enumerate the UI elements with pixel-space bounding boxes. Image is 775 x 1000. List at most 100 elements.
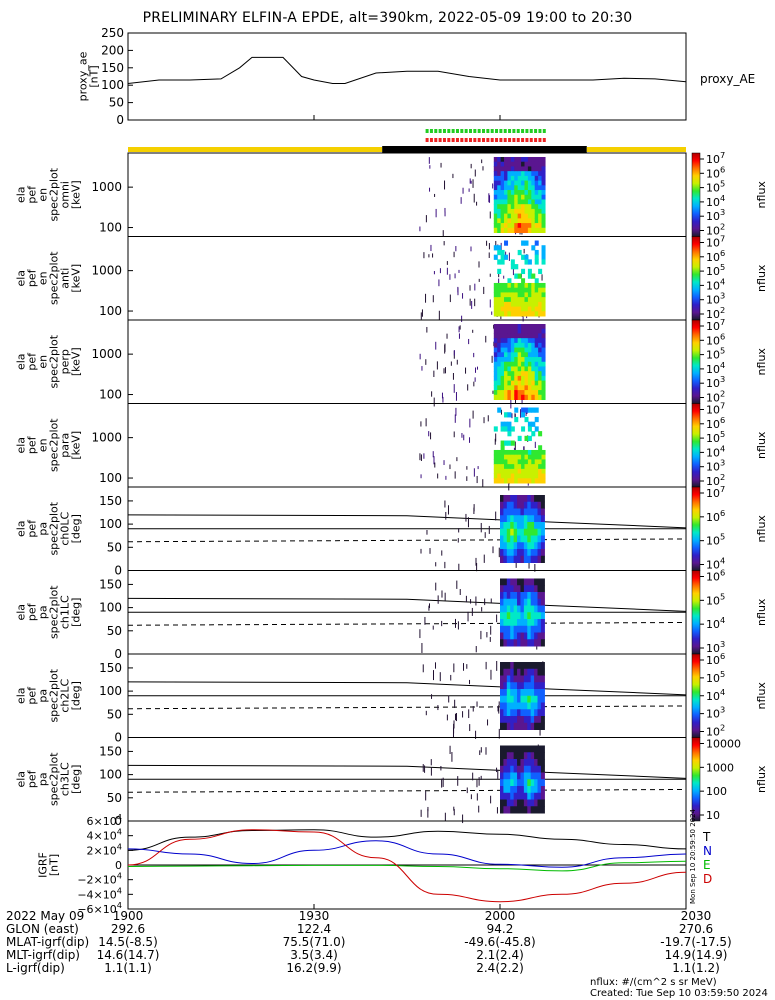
spectrogram-cell — [531, 306, 536, 312]
pa-cell — [527, 662, 532, 670]
pa-cell — [506, 619, 511, 627]
pa-stick — [476, 701, 478, 707]
spectrogram-stick — [468, 188, 470, 192]
spectrogram-cell — [517, 459, 522, 465]
spectrogram-cell — [521, 208, 526, 215]
side-stamp-group: Mon Sep 10 20:59:50 2024 — [689, 808, 697, 904]
pa-cell — [513, 501, 518, 509]
spectrogram-cell — [538, 218, 543, 224]
ylabel-line: ela — [15, 520, 28, 537]
spectrogram-cell — [527, 478, 532, 484]
spectrogram-stick — [474, 169, 476, 177]
colorbar-tick-label: 102 — [706, 723, 725, 739]
panel-frame — [127, 152, 687, 237]
science-flag-green — [442, 129, 446, 133]
pa-cell — [510, 759, 515, 767]
spectrogram-cell — [514, 282, 519, 289]
ytick-label: 100 — [99, 471, 122, 485]
spectrogram-cell — [507, 161, 512, 167]
ylabel-line: pa — [37, 522, 50, 536]
pa-cell — [530, 619, 535, 627]
pa-cell — [520, 585, 525, 593]
spectrogram-cell — [531, 333, 536, 339]
spectrogram-cell — [517, 324, 522, 330]
spectrogram-cell — [538, 268, 543, 275]
spectrogram-cell — [493, 459, 498, 465]
pa-stick — [476, 562, 478, 572]
spectrogram-cell — [521, 478, 526, 484]
spectrogram-cell — [493, 468, 498, 475]
spectrogram-cell — [538, 464, 543, 470]
spectrogram-cell — [527, 473, 532, 479]
spectrogram-cell — [497, 385, 502, 391]
spectrogram-cell — [514, 478, 519, 484]
spectrogram-cell — [531, 390, 536, 396]
spectrogram-cell — [514, 223, 519, 229]
spectrogram-cell — [534, 478, 539, 484]
spectrogram-cell — [531, 287, 536, 293]
spectrogram-cell — [527, 375, 532, 382]
pa-cell — [513, 702, 518, 710]
spectrogram-cell — [527, 459, 532, 465]
spectrogram-cell — [493, 311, 498, 317]
spectrogram-cell — [531, 459, 536, 465]
spectrogram-cell — [531, 245, 536, 251]
spectrogram-cell — [538, 357, 543, 363]
pa-cell — [506, 779, 511, 787]
spectrogram-stick — [469, 298, 471, 306]
colorbar-tick-label: 103 — [706, 458, 725, 474]
spectrogram-cell — [521, 464, 526, 470]
spectrogram-cell — [514, 190, 519, 196]
pa-cell — [537, 786, 542, 794]
spectrogram-stick — [420, 454, 422, 461]
spectrogram-cell — [524, 468, 529, 475]
spectrogram-cell — [517, 352, 522, 358]
pa-cell — [530, 759, 535, 767]
spectrogram-stick — [505, 251, 507, 257]
pa-cell — [530, 612, 535, 620]
spectrogram-cell — [500, 223, 505, 229]
spectrogram-stick — [463, 434, 465, 441]
colorbar-tick-label: 107 — [706, 150, 725, 166]
spectrogram-cell — [500, 390, 505, 396]
spectrogram-cell — [538, 223, 543, 229]
pa-cell — [530, 495, 535, 503]
pa-cell — [517, 722, 522, 730]
spectrogram-stick — [455, 392, 457, 401]
pa-stick — [444, 812, 446, 821]
pa-stick — [467, 517, 469, 528]
spectrogram-stick — [419, 453, 421, 461]
spectrogram-cell — [521, 333, 526, 339]
pa-cell — [534, 501, 539, 509]
spectrogram-cell — [507, 223, 512, 229]
pa-cell — [540, 792, 545, 800]
spectrogram-stick — [470, 163, 472, 169]
spectrogram-cell — [497, 268, 502, 275]
spectrogram-cell — [534, 324, 539, 330]
pa-cell — [523, 605, 528, 613]
spectrogram-stick — [455, 407, 457, 416]
spectrogram-cell — [527, 227, 532, 233]
spectrogram-stick — [444, 180, 446, 190]
spectrogram-cell — [493, 426, 498, 432]
footer-value: 14.9(14.9) — [665, 948, 728, 962]
spectrogram-cell — [510, 223, 515, 229]
spectrogram-cell — [493, 190, 498, 196]
colorbar-tick-label: 100 — [706, 785, 727, 798]
spectrogram-stick — [468, 338, 470, 345]
pa-cell — [523, 806, 528, 814]
pa-cell — [517, 772, 522, 780]
spectrogram-cell — [507, 338, 512, 344]
pa-cell — [500, 786, 504, 794]
colorbar-label: nflux — [755, 348, 768, 376]
spectrogram-cell — [534, 240, 539, 246]
pa-stick — [430, 759, 432, 766]
colorbar-tick-label: 103 — [706, 207, 725, 223]
spectrogram-cell — [510, 454, 515, 460]
pa-stick — [469, 679, 471, 685]
footer-row-label: L-igrf(dip) — [6, 961, 65, 975]
ytick-label: 1000 — [91, 180, 122, 194]
spectrogram-cell — [531, 347, 536, 353]
